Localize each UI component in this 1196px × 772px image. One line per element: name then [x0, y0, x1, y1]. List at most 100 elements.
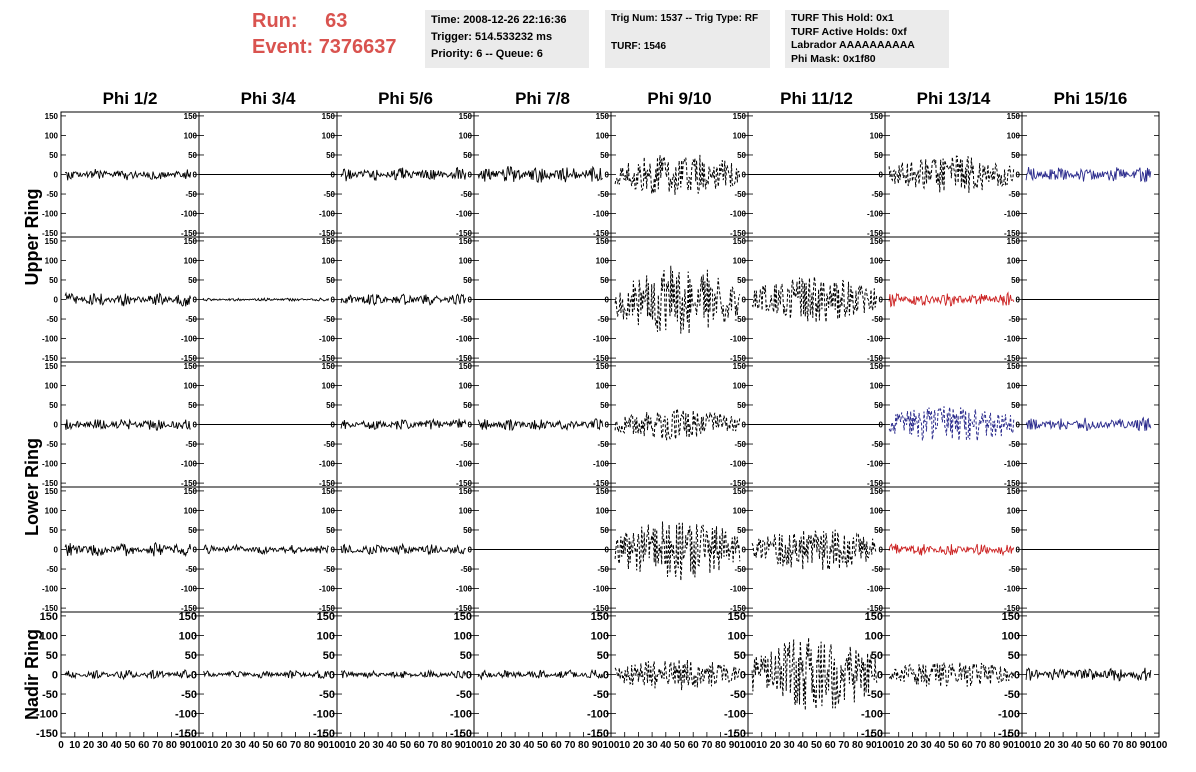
- ytick-label-r2-c6-6: -150: [730, 354, 747, 363]
- ytick-label-r2-c7-3: 0: [879, 296, 884, 305]
- ytick-label-r5-c2-4: -50: [181, 689, 197, 701]
- ytick-label-r4-c8-3: 0: [1016, 546, 1021, 555]
- ytick-label-r1-c6-2: 50: [737, 151, 746, 160]
- ytick-label-r5-c2-6: -150: [175, 728, 197, 740]
- ytick-label-r5-c7-4: -50: [867, 689, 883, 701]
- ytick-label-r3-c7-4: -50: [871, 440, 883, 449]
- ytick-label-r1-c6-5: -100: [730, 210, 747, 219]
- ytick-label-r5-c4-1: 100: [454, 630, 472, 642]
- run-row: Run: 63: [252, 8, 412, 34]
- waveform-r4-c7: [888, 543, 1015, 557]
- ytick-label-r4-c4-0: 150: [459, 487, 473, 496]
- ytick-label-r5-c3-6: -150: [313, 728, 335, 740]
- ytick-label-r2-c3-4: -50: [323, 315, 335, 324]
- ytick-label-r1-c2-2: 50: [188, 151, 197, 160]
- xtick-label-c6-1: 10: [756, 740, 768, 751]
- ytick-label-r5-c1-6: -150: [36, 728, 58, 740]
- xtick-label-c7-6: 60: [962, 740, 974, 751]
- ytick-label-r5-c5-2: 50: [597, 650, 609, 662]
- event-label: Event:: [252, 36, 314, 58]
- ytick-label-r3-c2-5: -100: [181, 460, 198, 469]
- ytick-label-r3-c8-0: 150: [1007, 362, 1021, 371]
- ytick-label-r3-c3-5: -100: [319, 460, 336, 469]
- ytick-label-r2-c8-0: 150: [1007, 237, 1021, 246]
- turf-active-line: TURF Active Holds: 0xf: [791, 25, 907, 38]
- ytick-label-r1-c6-0: 150: [733, 112, 747, 121]
- xtick-label-c1-0: 0: [58, 740, 64, 751]
- waveform-r1-c5: [614, 154, 741, 195]
- ytick-label-r4-c3-0: 150: [322, 487, 336, 496]
- waveform-r2-c1: [64, 291, 192, 307]
- ytick-label-r3-c4-2: 50: [463, 401, 472, 410]
- ytick-label-r1-c3-0: 150: [322, 112, 336, 121]
- waveform-r2-c6: [751, 276, 878, 323]
- ytick-label-r2-c8-3: 0: [1016, 296, 1021, 305]
- xtick-label-c2-7: 70: [290, 740, 302, 751]
- waveform-r1-c4: [477, 165, 603, 184]
- ytick-label-r5-c7-5: -100: [861, 709, 883, 721]
- ytick-label-r2-c6-0: 150: [733, 237, 747, 246]
- ytick-label-r4-c4-2: 50: [463, 526, 472, 535]
- xtick-label-c3-4: 40: [386, 740, 398, 751]
- xtick-label-c2-8: 80: [304, 740, 316, 751]
- ytick-label-r5-c2-3: 0: [191, 670, 197, 682]
- xtick-label-c8-3: 30: [1058, 740, 1070, 751]
- xtick-label-c7-4: 40: [934, 740, 946, 751]
- ytick-label-r5-c7-0: 150: [865, 611, 883, 623]
- trig-num-line: Trig Num: 1537 -- Trig Type: RF: [611, 13, 759, 24]
- ytick-label-r3-c6-6: -150: [730, 479, 747, 488]
- time-info-box: Time: 2008-12-26 22:16:36 Trigger: 514.5…: [425, 10, 589, 68]
- xtick-label-c4-7: 70: [564, 740, 576, 751]
- xtick-label-c6-4: 40: [797, 740, 809, 751]
- ytick-label-r1-c4-5: -100: [456, 210, 473, 219]
- ytick-label-r1-c4-4: -50: [460, 190, 472, 199]
- waveform-r2-c2: [202, 297, 330, 302]
- ytick-label-r2-c1-5: -100: [42, 335, 59, 344]
- ytick-label-r5-c7-1: 100: [865, 630, 883, 642]
- event-row: Event: 7376637: [252, 34, 412, 60]
- ytick-label-r1-c2-3: 0: [193, 171, 198, 180]
- xtick-label-c4-4: 40: [523, 740, 535, 751]
- waveform-r3-c5: [614, 408, 741, 441]
- ytick-label-r3-c7-1: 100: [870, 381, 884, 390]
- ytick-label-r4-c1-4: -50: [46, 565, 58, 574]
- ytick-label-r1-c8-2: 50: [1011, 151, 1020, 160]
- ytick-label-r3-c7-3: 0: [879, 421, 884, 430]
- ytick-label-r2-c7-5: -100: [867, 335, 884, 344]
- ytick-label-r4-c3-2: 50: [326, 526, 335, 535]
- ytick-label-r1-c5-6: -150: [593, 229, 610, 238]
- ytick-label-r4-c2-6: -150: [181, 604, 198, 613]
- ytick-label-r2-c4-2: 50: [463, 276, 472, 285]
- ytick-label-r2-c2-4: -50: [185, 315, 197, 324]
- ytick-label-r4-c1-6: -150: [42, 604, 59, 613]
- ytick-label-r3-c6-3: 0: [742, 421, 747, 430]
- ytick-label-r5-c6-0: 150: [728, 611, 746, 623]
- xtick-label-c2-4: 40: [249, 740, 261, 751]
- waveform-r2-c5: [614, 265, 741, 334]
- xtick-label-c3-1: 10: [345, 740, 357, 751]
- ytick-label-r4-c1-3: 0: [54, 546, 59, 555]
- ytick-label-r1-c4-0: 150: [459, 112, 473, 121]
- ytick-label-r4-c1-2: 50: [49, 526, 58, 535]
- ytick-label-r3-c1-0: 150: [45, 362, 59, 371]
- xtick-label-c3-5: 50: [400, 740, 412, 751]
- xtick-label-c4-5: 50: [537, 740, 549, 751]
- ytick-label-r1-c3-4: -50: [323, 190, 335, 199]
- xtick-label-c1-1: 10: [69, 740, 81, 751]
- ytick-label-r3-c4-1: 100: [459, 381, 473, 390]
- ytick-label-r3-c8-3: 0: [1016, 421, 1021, 430]
- ytick-label-r3-c4-0: 150: [459, 362, 473, 371]
- ytick-label-r4-c3-4: -50: [323, 565, 335, 574]
- ytick-label-r3-c4-6: -150: [456, 479, 473, 488]
- ytick-label-r4-c8-6: -150: [1004, 604, 1021, 613]
- ytick-label-r4-c1-5: -100: [42, 585, 59, 594]
- xtick-label-c4-9: 90: [592, 740, 604, 751]
- ytick-label-r1-c6-1: 100: [733, 131, 747, 140]
- ytick-label-r1-c8-3: 0: [1016, 171, 1021, 180]
- run-event-box: Run: 63 Event: 7376637: [252, 8, 412, 62]
- ytick-label-r2-c6-4: -50: [734, 315, 746, 324]
- ytick-label-r1-c3-5: -100: [319, 210, 336, 219]
- xtick-label-c6-8: 80: [852, 740, 864, 751]
- ytick-label-r5-c3-1: 100: [317, 630, 335, 642]
- ytick-label-r2-c6-3: 0: [742, 296, 747, 305]
